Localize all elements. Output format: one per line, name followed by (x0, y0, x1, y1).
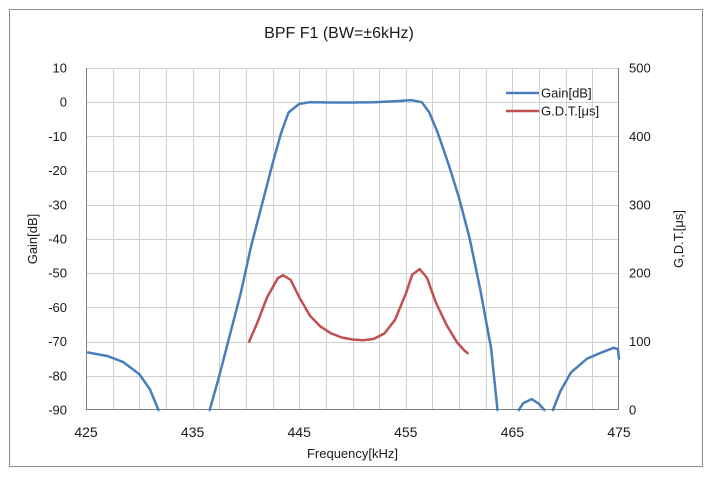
y-tick-label: -20 (48, 163, 67, 178)
series-line-gain (86, 351, 160, 412)
series-line-gain (208, 98, 499, 412)
y-tick-label: -50 (48, 266, 67, 281)
x-axis-label: Frequency[kHz] (307, 446, 398, 461)
y2-tick-label: 100 (629, 334, 651, 349)
legend-label-gdt: G.D.T.[μs] (541, 104, 599, 119)
y2-tick-label: 500 (629, 61, 651, 76)
y-axis-label: Gain[dB] (25, 214, 40, 265)
legend-label-gain: Gain[dB] (541, 86, 592, 101)
x-tick-label: 445 (288, 424, 312, 440)
y2-tick-label: 300 (629, 197, 651, 212)
series-line-gdt (247, 267, 469, 355)
series-line-gain (551, 346, 621, 412)
y-tick-label: 10 (53, 61, 67, 76)
x-tick-label: 435 (181, 424, 205, 440)
y-tick-label: -80 (48, 368, 67, 383)
x-tick-label: 475 (607, 424, 631, 440)
y-tick-label: -70 (48, 334, 67, 349)
y2-tick-label: 400 (629, 129, 651, 144)
tick-labels: 425 435 445 455 465 475100-10-20-30-40-50-60-… (48, 61, 651, 441)
y-tick-label: -30 (48, 197, 67, 212)
y2-axis-label: G,D.T.[μs] (671, 210, 686, 268)
y2-tick-label: 200 (629, 266, 651, 281)
chart-title: BPF F1 (BW=±6kHz) (264, 25, 414, 42)
y-tick-label: 0 (60, 95, 67, 110)
series-line-gain (517, 397, 546, 412)
legend: Gain[dB] G.D.T.[μs] (506, 86, 599, 119)
x-tick-label: 455 (394, 424, 418, 440)
series-lines (86, 98, 621, 412)
x-tick-label: 425 (74, 424, 98, 440)
y2-tick-label: 0 (629, 403, 636, 418)
gridlines (86, 68, 619, 410)
y-tick-label: -60 (48, 300, 67, 315)
y-tick-label: -10 (48, 129, 67, 144)
y-tick-label: -90 (48, 403, 67, 418)
y-tick-label: -40 (48, 232, 67, 247)
x-tick-label: 465 (501, 424, 525, 440)
